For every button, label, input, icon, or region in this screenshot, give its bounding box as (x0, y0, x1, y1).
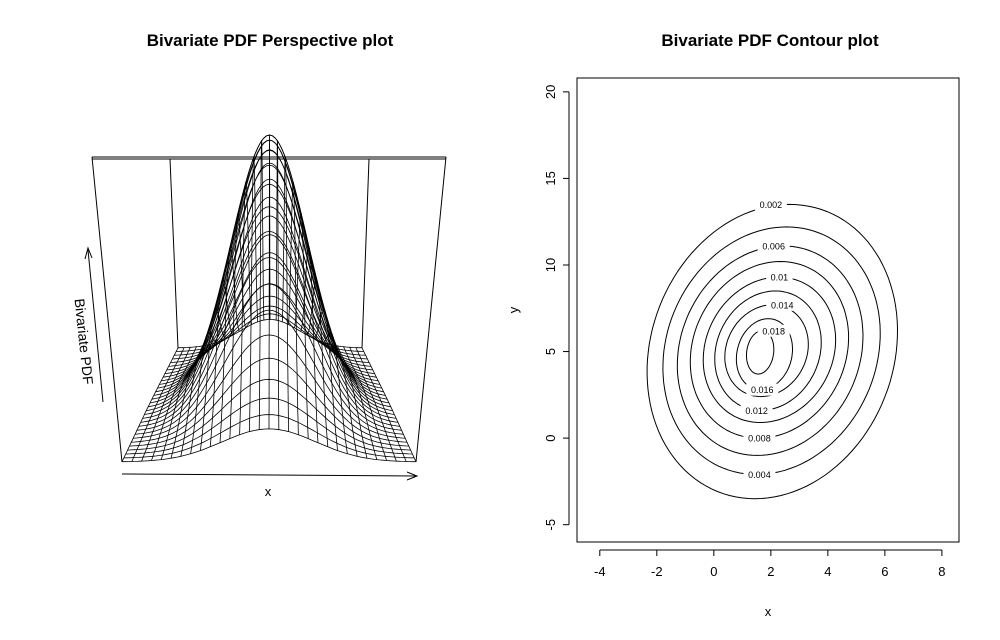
mesh-line (324, 342, 358, 457)
contour-line (702, 276, 837, 424)
contour-line (689, 260, 850, 439)
contour-label: 0.014 (771, 300, 794, 310)
perspective-x-label: x (265, 484, 272, 499)
mesh-line (190, 332, 222, 454)
perspective-z-label: Bivariate PDF (72, 298, 97, 386)
perspective-plot: x Bivariate PDF (72, 134, 447, 499)
mesh-line (306, 278, 329, 447)
contour-line (714, 290, 822, 411)
contour-label: 0.004 (748, 470, 771, 480)
mesh-line (131, 347, 185, 462)
mesh-line (318, 332, 348, 454)
contour-label-gap (743, 432, 776, 445)
contour-label-gap (757, 324, 790, 337)
contour-line (662, 226, 881, 476)
mesh-line (343, 346, 387, 461)
contour-line (676, 245, 864, 456)
mesh-line (141, 347, 191, 462)
mesh-line (300, 245, 319, 443)
surface-mesh (121, 134, 417, 463)
mesh-line (258, 140, 265, 430)
mesh-line (312, 308, 338, 451)
box-edge (169, 158, 179, 349)
contour-label: 0.012 (745, 406, 768, 416)
mesh-line (121, 347, 179, 462)
mesh-line (160, 345, 203, 460)
contour-label-gap (740, 404, 773, 417)
y-tick-label: 5 (543, 348, 558, 355)
contour-label: 0.008 (748, 434, 771, 444)
contour-plot-title: Bivariate PDF Contour plot (661, 31, 879, 50)
y-tick-label: 10 (543, 258, 558, 272)
x-tick-label: -2 (651, 564, 663, 579)
contour-label-gap (766, 298, 799, 311)
perspective-plot-title: Bivariate PDF Perspective plot (146, 31, 394, 50)
x-tick-label: 8 (938, 564, 945, 579)
contour-label: 0.01 (771, 273, 789, 283)
mesh-line (268, 134, 271, 429)
y-tick-label: 0 (543, 435, 558, 442)
x-tick-label: 0 (710, 564, 717, 579)
y-tick-label: 15 (543, 171, 558, 185)
mesh-line (275, 140, 280, 430)
x-tick-label: -4 (594, 564, 606, 579)
contour-label-gap (766, 271, 793, 284)
contour-line (746, 330, 775, 375)
contour-label: 0.006 (762, 241, 785, 251)
contour-labels: 0.002 0.004 0.006 0.008 0.01 0.012 0.014 0.016 0… (740, 198, 799, 481)
box-edge (361, 158, 370, 349)
box-edge (415, 156, 447, 463)
mesh-line (151, 346, 197, 461)
mesh-line (281, 156, 289, 432)
mesh-line (239, 181, 252, 435)
mesh-line (288, 180, 299, 435)
contour-y-label: y (506, 306, 521, 313)
mesh-line (294, 212, 309, 439)
y-axis: -5 0 5 10 15 20 (543, 85, 570, 531)
plot-frame (576, 77, 960, 543)
mesh-line (200, 308, 228, 451)
y-tick-label: 20 (543, 85, 558, 99)
contour-line (646, 203, 899, 500)
contour-label: 0.002 (760, 200, 783, 210)
z-axis-arrow (84, 246, 104, 403)
x-tick-label: 4 (824, 564, 831, 579)
contour-line (724, 304, 809, 398)
contour-x-label: x (765, 604, 772, 619)
x-axis-arrow (121, 471, 419, 481)
x-tick-label: 2 (767, 564, 774, 579)
box-edge (91, 156, 123, 463)
mesh-line (349, 347, 397, 462)
contour-label-gap (743, 468, 776, 481)
y-tick-label: -5 (543, 519, 558, 531)
contour-label-gap (754, 198, 787, 211)
mesh-line (219, 245, 240, 443)
mesh-line (330, 344, 368, 459)
mesh-line (361, 347, 417, 462)
mesh-line (355, 347, 407, 462)
mesh-line (209, 278, 234, 447)
x-tick-label: 6 (881, 564, 888, 579)
x-axis: -4 -2 0 2 4 6 8 (594, 549, 946, 579)
contour-label-gap (746, 383, 779, 396)
contour-label: 0.018 (762, 326, 785, 336)
contour-label: 0.016 (751, 385, 774, 395)
mesh-line (337, 345, 378, 460)
mesh-line (249, 156, 259, 432)
contour-label-gap (757, 239, 790, 252)
